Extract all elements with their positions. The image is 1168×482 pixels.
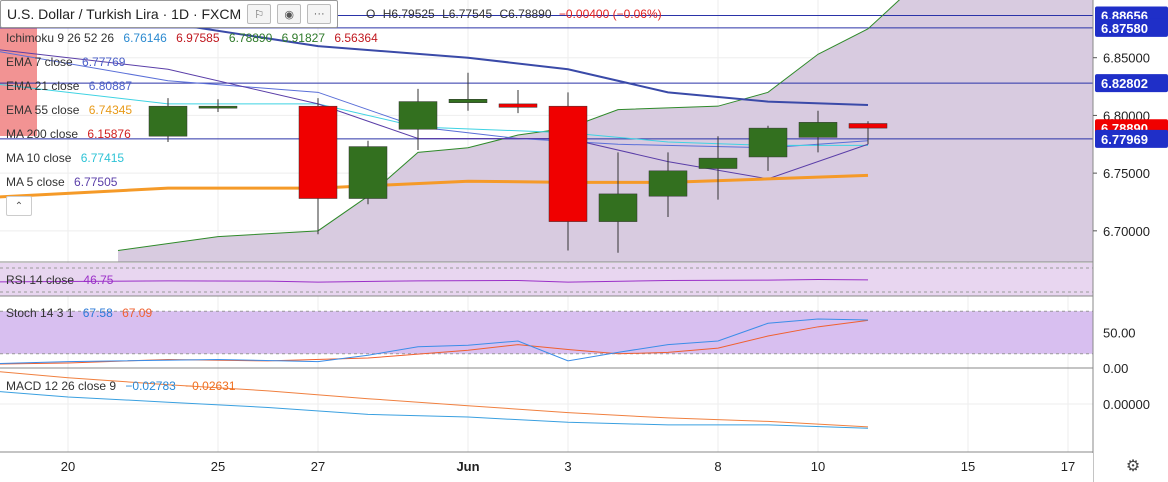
ema55-line (0, 173, 869, 199)
stoch-tick-label: 0.00 (1103, 361, 1128, 376)
price-label: 6.77969 (1101, 132, 1148, 147)
x-tick-label: Jun (456, 459, 479, 474)
y-tick-label: 6.85000 (1103, 51, 1150, 66)
legend-label: Stoch 14 3 1 (6, 306, 74, 320)
legend-label: EMA 21 close (6, 79, 80, 93)
candle-body (398, 101, 438, 130)
x-tick-label: 20 (61, 459, 75, 474)
candle-body (198, 105, 238, 109)
legend-ema21[interactable]: EMA 21 close 6.80887 (6, 79, 132, 93)
candle-body (348, 146, 388, 199)
ohlc-change: −0.00400 (−0.06%) (558, 7, 662, 21)
legend-value: 6.56364 (334, 31, 378, 45)
x-tick-label: 25 (211, 459, 225, 474)
ma200-block (0, 28, 37, 136)
symbol-header[interactable]: U.S. Dollar / Turkish Lira · 1D · FXCM ⚐… (0, 0, 339, 28)
x-tick-label: 17 (1061, 459, 1075, 474)
price-label-box (1095, 129, 1168, 148)
legend-ema7[interactable]: EMA 7 close 6.77769 (6, 55, 125, 69)
x-tick-label: 10 (811, 459, 825, 474)
time-axis-background (0, 453, 1093, 482)
legend-value: 6.77505 (74, 175, 118, 189)
eye-icon[interactable]: ◉ (277, 4, 302, 24)
ichimoku-cloud (118, 0, 1093, 262)
legend-rsi[interactable]: RSI 14 close 46.75 (6, 273, 113, 287)
macd-tick-label: 0.00000 (1103, 397, 1150, 412)
candle-body (298, 105, 338, 199)
legend-value: 6.74345 (88, 103, 133, 117)
more-icon[interactable]: ··· (307, 4, 332, 24)
symbol-title: U.S. Dollar / Turkish Lira · 1D · FXCM (7, 6, 242, 22)
candle-body (848, 123, 888, 129)
legend-value: 6.78890 (228, 31, 273, 45)
legend-value: 6.80887 (88, 79, 133, 93)
legend-value: 46.75 (83, 273, 114, 287)
legend-ema55[interactable]: EMA 55 close 6.74345 (6, 103, 132, 117)
x-tick-label: 27 (311, 459, 325, 474)
ohlc-high: H6.79525 (382, 7, 435, 21)
stoch-band (0, 311, 1093, 354)
x-tick-label: 8 (714, 459, 721, 474)
legend-value: 67.09 (122, 306, 153, 320)
ohlc-low: L6.77545 (442, 7, 493, 21)
legend-value: 6.77769 (82, 55, 126, 69)
legend-ma10[interactable]: MA 10 close 6.77415 (6, 151, 124, 165)
legend-value: 6.76146 (123, 31, 167, 45)
price-label-box (1095, 74, 1168, 93)
legend-value: 6.97585 (176, 31, 220, 45)
candle-body (598, 193, 638, 222)
legend-ma200[interactable]: MA 200 close 6.15876 (6, 127, 131, 141)
candle-body (148, 105, 188, 137)
x-tick-label: 15 (961, 459, 975, 474)
legend-value: 6.15876 (87, 127, 131, 141)
stoch-tick-label: 50.00 (1103, 326, 1136, 341)
y-tick-label: 6.75000 (1103, 166, 1150, 181)
legend-label: MACD 12 26 close 9 (6, 379, 117, 393)
price-label: 6.82802 (1101, 76, 1148, 91)
candle-body (798, 122, 838, 138)
candle-body (648, 170, 688, 197)
rsi-line (0, 278, 869, 283)
legend-label: Ichimoku 9 26 52 26 (6, 31, 115, 45)
legend-value: 6.77415 (80, 151, 125, 165)
price-label-box (1095, 18, 1168, 37)
price-label: 6.87580 (1101, 21, 1148, 36)
legend-value: −0.02631 (185, 379, 236, 393)
candle-body (748, 127, 788, 158)
collapse-legend-button[interactable]: ⌃ (6, 196, 32, 216)
candle-body (548, 105, 588, 222)
x-tick-label: 3 (564, 459, 571, 474)
legend-label: EMA 7 close (6, 55, 73, 69)
legend-label: MA 200 close (6, 127, 79, 141)
macd-signal-line (0, 371, 869, 428)
candle-body (698, 157, 738, 169)
macd-line (0, 391, 869, 429)
legend-value: 67.58 (82, 306, 113, 320)
legend-stoch[interactable]: Stoch 14 3 1 67.58 67.09 (6, 306, 152, 320)
ohlc-open: O (366, 7, 376, 21)
stoch-k-line (0, 318, 869, 365)
legend-value: 6.91827 (281, 31, 326, 45)
settings-gear-icon[interactable]: ⚙ (1125, 458, 1141, 475)
flag-icon[interactable]: ⚐ (247, 4, 272, 24)
legend-macd[interactable]: MACD 12 26 close 9 −0.02783 −0.02631 (6, 379, 236, 393)
ma5-line (0, 49, 869, 180)
legend-label: MA 10 close (6, 151, 72, 165)
candle-body (498, 103, 538, 108)
y-tick-label: 6.70000 (1103, 224, 1150, 239)
ohlc-close: C6.78890 (499, 7, 552, 21)
ohlc-readout: O H6.79525 L6.77545 C6.78890 −0.00400 (−… (366, 7, 666, 21)
legend-label: EMA 55 close (6, 103, 80, 117)
legend-label: RSI 14 close (6, 273, 75, 287)
legend-label: MA 5 close (6, 175, 65, 189)
legend-value: −0.02783 (125, 379, 176, 393)
legend-ma5[interactable]: MA 5 close 6.77505 (6, 175, 117, 189)
ema7-line (0, 51, 869, 149)
candle-body (448, 99, 488, 103)
legend-ichimoku[interactable]: Ichimoku 9 26 52 26 6.76146 6.97585 6.78… (6, 31, 378, 45)
